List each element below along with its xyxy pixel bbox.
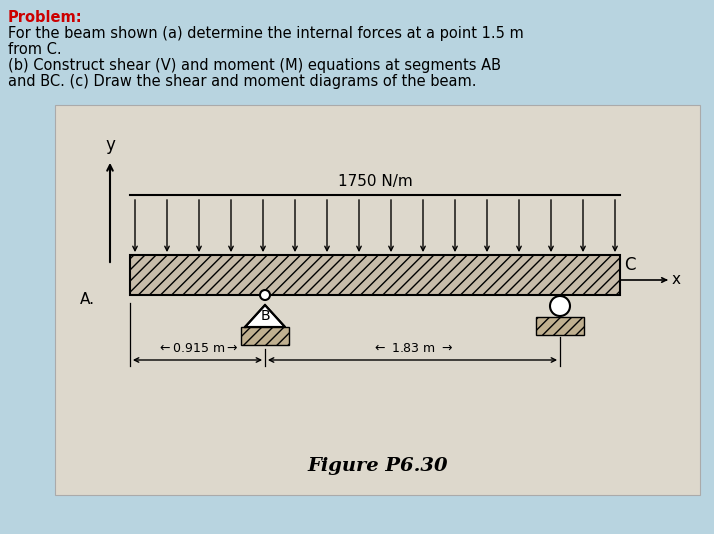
Bar: [55, 105, 700, 495]
Polygon shape: [245, 305, 285, 327]
Text: B: B: [260, 309, 270, 323]
Bar: [536, 317, 584, 335]
Text: 1750 N/m: 1750 N/m: [338, 174, 413, 189]
Bar: [241, 327, 289, 345]
Text: (b) Construct shear (V) and moment (M) equations at segments AB: (b) Construct shear (V) and moment (M) e…: [8, 58, 501, 73]
Text: from C.: from C.: [8, 42, 61, 57]
Text: C: C: [624, 256, 635, 274]
Text: For the beam shown (a) determine the internal forces at a point 1.5 m: For the beam shown (a) determine the int…: [8, 26, 524, 41]
Circle shape: [260, 290, 270, 300]
Text: y: y: [105, 136, 115, 154]
Text: A.: A.: [80, 293, 95, 308]
Text: and BC. (c) Draw the shear and moment diagrams of the beam.: and BC. (c) Draw the shear and moment di…: [8, 74, 476, 89]
Circle shape: [550, 296, 570, 316]
Text: $\leftarrow$0.915 m$\rightarrow$: $\leftarrow$0.915 m$\rightarrow$: [156, 342, 238, 355]
Text: Problem:: Problem:: [8, 10, 83, 25]
Text: $\leftarrow$ 1.83 m $\rightarrow$: $\leftarrow$ 1.83 m $\rightarrow$: [372, 342, 453, 355]
Bar: [130, 255, 620, 295]
Text: x: x: [672, 272, 681, 287]
Text: Figure P6.30: Figure P6.30: [307, 457, 448, 475]
